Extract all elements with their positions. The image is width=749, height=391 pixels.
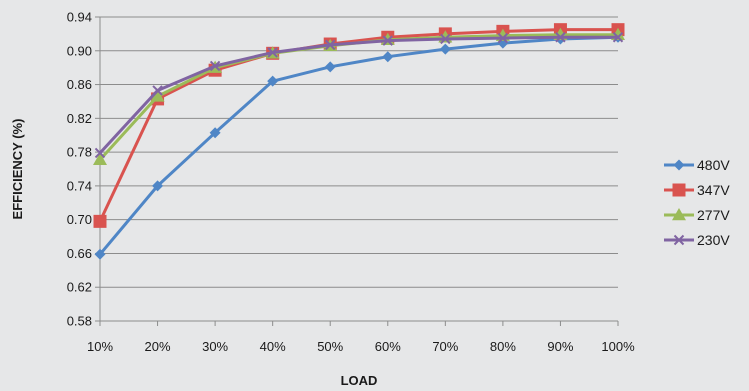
data-point-230v — [612, 32, 624, 43]
x-tick-label: 10% — [87, 339, 113, 354]
x-tick-label: 90% — [547, 339, 573, 354]
legend-marker-480v — [673, 159, 685, 171]
data-point-480v — [324, 61, 336, 73]
legend: 480V 347V 277V 230V — [664, 157, 730, 248]
legend-label-277v: 277V — [697, 207, 730, 223]
y-axis-title: EFFICIENCY (%) — [10, 119, 25, 220]
x-tick-label: 50% — [317, 339, 343, 354]
legend-marker-277v — [672, 208, 686, 221]
data-point-480v — [382, 51, 394, 63]
y-tick-label: 0.82 — [67, 111, 92, 126]
y-tick-label: 0.58 — [67, 314, 92, 329]
y-tick-label: 0.70 — [67, 212, 92, 227]
y-tick-label: 0.66 — [67, 246, 92, 261]
x-tick-label: 40% — [260, 339, 286, 354]
data-point-230v — [152, 85, 163, 96]
data-point-230v — [497, 32, 509, 44]
gridlines — [100, 16, 618, 288]
y-tick-labels: 0.58 0.62 0.66 0.70 0.74 0.78 0.82 0.86 0.90 0.94 — [67, 10, 92, 329]
y-tick-label: 0.90 — [67, 43, 92, 58]
legend-label-230v: 230V — [697, 232, 730, 248]
data-point-480v — [94, 248, 106, 260]
series-line-347v — [98, 28, 618, 222]
data-point-230v — [440, 33, 451, 45]
legend-marker-347v — [672, 183, 686, 197]
y-tick-label: 0.94 — [67, 10, 92, 25]
series-line-230v — [98, 35, 618, 154]
y-tick-label: 0.86 — [67, 77, 92, 92]
data-point-480v — [209, 127, 221, 139]
data-point-347v — [93, 214, 107, 228]
x-tick-label: 70% — [432, 339, 458, 354]
legend-item-230v: 230V — [664, 232, 730, 248]
x-tick-label: 80% — [490, 339, 516, 354]
legend-label-347v: 347V — [697, 182, 730, 198]
series-347v — [93, 23, 625, 228]
series-480v — [94, 31, 624, 260]
data-point-480v — [439, 43, 451, 55]
data-point-480v — [152, 180, 164, 192]
data-point-230v — [382, 35, 393, 46]
data-point-277v — [93, 152, 107, 165]
legend-item-480v: 480V — [664, 157, 730, 173]
data-point-230v — [94, 147, 106, 159]
data-point-230v — [267, 47, 278, 58]
series-line-480v — [98, 35, 619, 256]
data-point-230v — [555, 32, 566, 43]
data-point-480v — [267, 75, 279, 87]
x-tick-label: 20% — [145, 339, 171, 354]
series-line-277v — [98, 33, 618, 161]
x-tick-label: 100% — [601, 339, 635, 354]
y-tick-label: 0.74 — [67, 178, 92, 193]
legend-item-277v: 277V — [664, 207, 730, 223]
data-point-277v — [150, 89, 165, 102]
legend-marker-230v — [673, 234, 685, 246]
x-tick-labels: 10% 20% 30% 40% 50% 60% 70% 80% 90% 100% — [87, 339, 635, 354]
legend-item-347v: 347V — [664, 182, 730, 198]
data-point-230v — [325, 39, 336, 51]
y-tick-label: 0.78 — [67, 145, 92, 160]
x-tick-label: 60% — [375, 339, 401, 354]
x-tick-label: 30% — [202, 339, 228, 354]
series-230v — [94, 32, 624, 159]
series-277v — [93, 27, 625, 165]
series-group — [93, 23, 625, 260]
y-tick-label: 0.62 — [67, 280, 92, 295]
data-point-230v — [209, 60, 221, 72]
x-axis-title: LOAD — [341, 373, 378, 388]
legend-label-480v: 480V — [697, 157, 730, 173]
